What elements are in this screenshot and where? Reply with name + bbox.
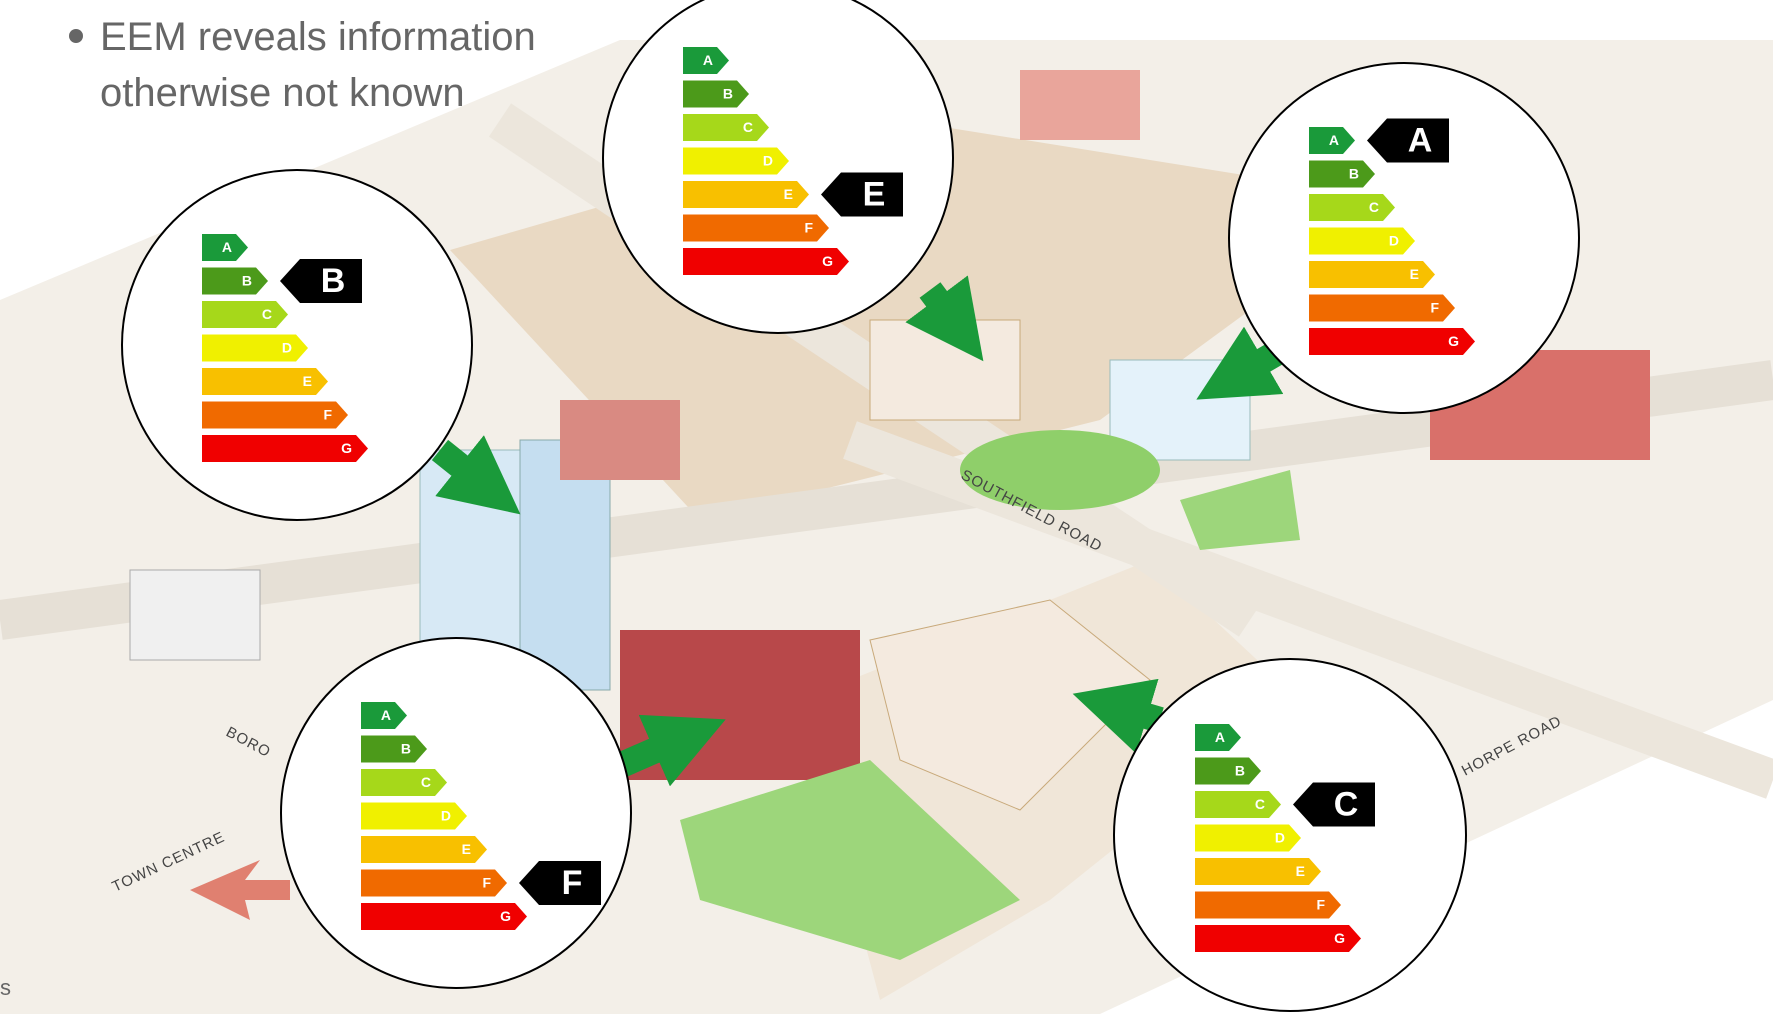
rating-letter: A — [1408, 121, 1433, 159]
band-letter: E — [1410, 266, 1419, 282]
band-letter: B — [401, 741, 411, 757]
band-letter: F — [323, 407, 332, 423]
energy-label: A B C C D E F G — [1114, 659, 1466, 1011]
band-letter: F — [1430, 300, 1439, 316]
band-letter: A — [1215, 729, 1225, 745]
band-letter: D — [763, 153, 773, 169]
band-letter: C — [1369, 199, 1379, 215]
bullet-line: EEM reveals information — [100, 15, 536, 59]
rating-letter: B — [321, 262, 346, 300]
page: SOUTHFIELD ROAD BORO TOWN CENTRE HORPE R… — [0, 0, 1773, 1014]
band — [1195, 825, 1301, 852]
band — [202, 268, 268, 295]
energy-label: A A B C D E F G — [1229, 63, 1579, 413]
band — [1309, 194, 1395, 221]
band-letter: C — [262, 306, 272, 322]
band-letter: B — [1349, 166, 1359, 182]
band-letter: D — [441, 808, 451, 824]
bullet-dot — [69, 29, 83, 43]
band-letter: A — [222, 239, 232, 255]
band — [1309, 161, 1375, 188]
band — [202, 335, 308, 362]
band — [1195, 791, 1281, 818]
band — [683, 148, 789, 175]
band-letter: A — [381, 707, 391, 723]
band-letter: F — [1316, 897, 1325, 913]
footer: s — [0, 975, 11, 1000]
band-letter: A — [703, 52, 713, 68]
rating-letter: C — [1334, 785, 1359, 823]
energy-label: A B B C D E F G — [122, 170, 472, 520]
band-letter: D — [282, 340, 292, 356]
band-letter: B — [1235, 763, 1245, 779]
band-letter: G — [1334, 930, 1345, 946]
band — [1309, 228, 1415, 255]
rating-letter: E — [863, 175, 886, 213]
band-letter: F — [804, 220, 813, 236]
band-letter: G — [341, 440, 352, 456]
band-letter: C — [743, 119, 753, 135]
band-letter: D — [1389, 233, 1399, 249]
energy-label: A B C D E E F G — [603, 0, 953, 333]
band — [1195, 758, 1261, 785]
energy-label: A B C D E F F G — [281, 638, 631, 988]
band — [361, 736, 427, 763]
band — [683, 81, 749, 108]
bullet-line: otherwise not known — [100, 71, 465, 115]
band-letter: A — [1329, 132, 1339, 148]
band-letter: B — [242, 273, 252, 289]
band-letter: E — [303, 373, 312, 389]
rating-letter: F — [562, 864, 583, 902]
slide: SOUTHFIELD ROAD BORO TOWN CENTRE HORPE R… — [0, 0, 1773, 1014]
band — [683, 114, 769, 141]
band-letter: G — [822, 253, 833, 269]
band-letter: B — [723, 86, 733, 102]
band — [202, 301, 288, 328]
band — [361, 769, 447, 796]
band-letter: C — [421, 774, 431, 790]
band-letter: C — [1255, 796, 1265, 812]
band-letter: D — [1275, 830, 1285, 846]
band — [361, 803, 467, 830]
band-letter: G — [500, 908, 511, 924]
band-letter: E — [462, 841, 471, 857]
band-letter: F — [482, 875, 491, 891]
band-letter: E — [1296, 863, 1305, 879]
band-letter: E — [784, 186, 793, 202]
band-letter: G — [1448, 333, 1459, 349]
